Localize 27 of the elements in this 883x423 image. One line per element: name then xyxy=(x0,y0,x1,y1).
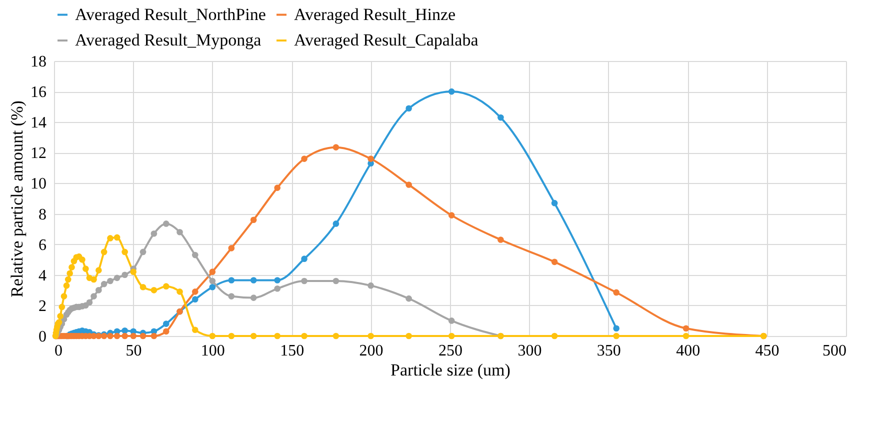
legend-label: Averaged Result_Hinze xyxy=(294,4,456,24)
x-tick-label: 100 xyxy=(200,342,225,360)
x-tick-label: 400 xyxy=(676,342,700,360)
x-tick-label: 450 xyxy=(755,342,780,360)
x-axis-title: Particle size (um) xyxy=(390,360,510,380)
y-tick-label: 6 xyxy=(38,236,46,254)
y-tick-label: 16 xyxy=(30,84,46,102)
x-tick-label: 150 xyxy=(280,342,304,360)
y-tick-label: 14 xyxy=(30,114,46,132)
legend-label: Averaged Result_Myponga xyxy=(75,30,262,50)
x-tick-label: 350 xyxy=(596,342,621,360)
y-tick-label: 18 xyxy=(30,54,46,70)
y-axis-title: Relative particle amount (%) xyxy=(8,100,26,298)
y-tick-label: 0 xyxy=(38,328,46,346)
legend-label: Averaged Result_Capalaba xyxy=(294,30,479,50)
x-tick-label: 500 xyxy=(822,342,846,360)
y-tick-label: 10 xyxy=(30,176,46,193)
y-tick-label: 8 xyxy=(38,206,46,224)
y-tick-label: 12 xyxy=(30,145,46,162)
x-tick-label: 200 xyxy=(359,342,384,360)
y-tick-label: 2 xyxy=(38,298,46,315)
y-tick-label: 4 xyxy=(38,267,46,284)
x-tick-label: 300 xyxy=(518,342,542,360)
x-tick-label: 250 xyxy=(438,342,462,360)
legend-label: Averaged Result_NorthPine xyxy=(75,4,266,24)
x-tick-label: 0 xyxy=(54,342,62,360)
x-tick-label: 50 xyxy=(126,342,142,360)
